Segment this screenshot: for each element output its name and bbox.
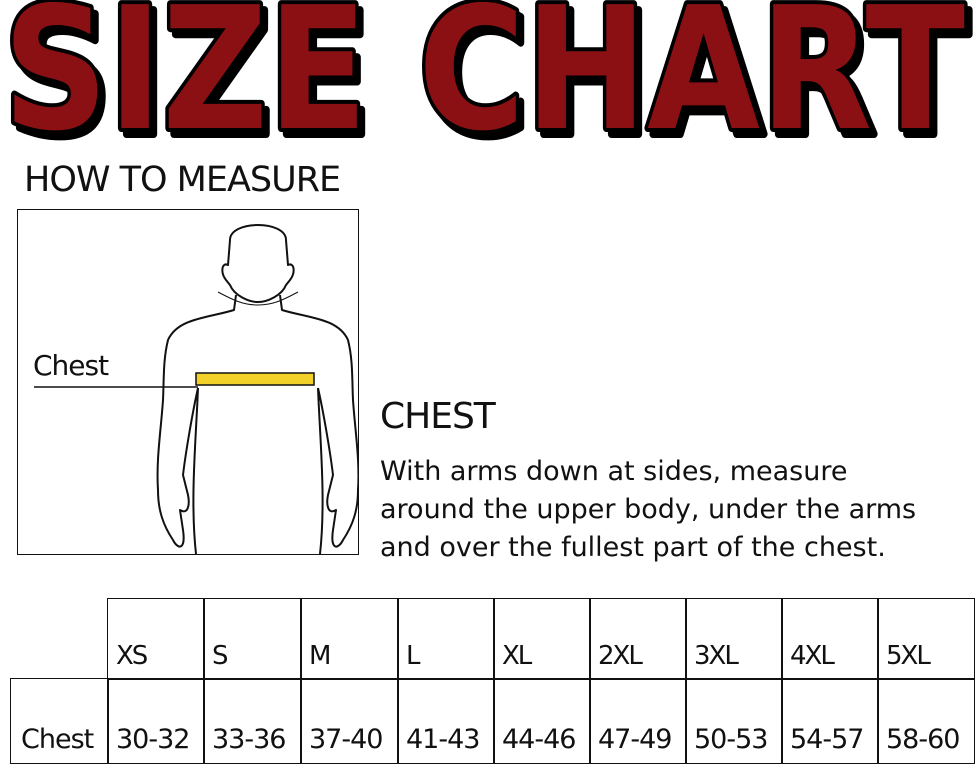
chest-value-cell: 58-60 xyxy=(877,678,975,764)
row-label-cell: Chest xyxy=(10,678,109,764)
size-header-cell-text: XL xyxy=(502,640,532,671)
size-header-cell: L xyxy=(397,598,495,680)
size-header-cell-text: S xyxy=(212,640,228,671)
size-header-cell: XS xyxy=(107,598,205,680)
chest-heading: CHEST xyxy=(380,396,496,437)
chest-value-cell: 54-57 xyxy=(781,678,879,764)
size-header-cell: 5XL xyxy=(877,598,975,680)
size-header-cell-text: 3XL xyxy=(694,640,739,671)
measurement-figure: Chest xyxy=(17,209,360,555)
chest-value-cell-text: 54-57 xyxy=(790,723,864,755)
how-to-measure-heading: HOW TO MEASURE xyxy=(24,160,341,200)
size-header-cell-text: 2XL xyxy=(598,640,643,671)
chest-value-cell-text: 47-49 xyxy=(598,723,672,755)
row-label-cell-text: Chest xyxy=(21,723,94,755)
size-header-cell-text: XS xyxy=(116,640,148,671)
chest-value-cell: 41-43 xyxy=(397,678,495,764)
size-header-cell: XL xyxy=(493,598,591,680)
size-header-cell-text: L xyxy=(406,640,420,671)
chest-value-cell: 37-40 xyxy=(300,678,399,764)
body-outline-illustration xyxy=(34,224,360,555)
size-header-cell-text: M xyxy=(309,640,331,671)
chest-value-cell-text: 37-40 xyxy=(309,723,383,755)
chest-value-cell: 33-36 xyxy=(203,678,302,764)
chest-value-cell-text: 41-43 xyxy=(406,723,480,755)
size-header-cell: S xyxy=(203,598,302,680)
chest-value-cell: 50-53 xyxy=(685,678,783,764)
size-header-cell: 2XL xyxy=(589,598,687,680)
chest-value-cell: 30-32 xyxy=(107,678,205,764)
measuring-tape xyxy=(195,372,315,386)
size-header-cell-text: 5XL xyxy=(886,640,931,671)
description-line: With arms down at sides, measure xyxy=(380,456,848,487)
chest-value-cell-text: 33-36 xyxy=(212,723,286,755)
chest-value-cell-text: 58-60 xyxy=(886,723,960,755)
size-header-cell-text: 4XL xyxy=(790,640,835,671)
chest-label: Chest xyxy=(33,349,109,382)
chest-value-cell-text: 30-32 xyxy=(116,723,190,755)
size-header-cell: M xyxy=(300,598,399,680)
chest-value-cell-text: 44-46 xyxy=(502,723,576,755)
chest-description: With arms down at sides, measure around … xyxy=(380,453,978,567)
title-text: SIZE CHART xyxy=(3,0,965,150)
size-header-cell: 4XL xyxy=(781,598,879,680)
chest-value-cell: 44-46 xyxy=(493,678,591,764)
chest-value-cell-text: 50-53 xyxy=(694,723,768,755)
description-line: and over the fullest part of the chest. xyxy=(380,532,886,563)
size-chart-title: SIZE CHART xyxy=(0,0,969,150)
chest-value-cell: 47-49 xyxy=(589,678,687,764)
description-line: around the upper body, under the arms xyxy=(380,494,917,525)
size-header-cell: 3XL xyxy=(685,598,783,680)
